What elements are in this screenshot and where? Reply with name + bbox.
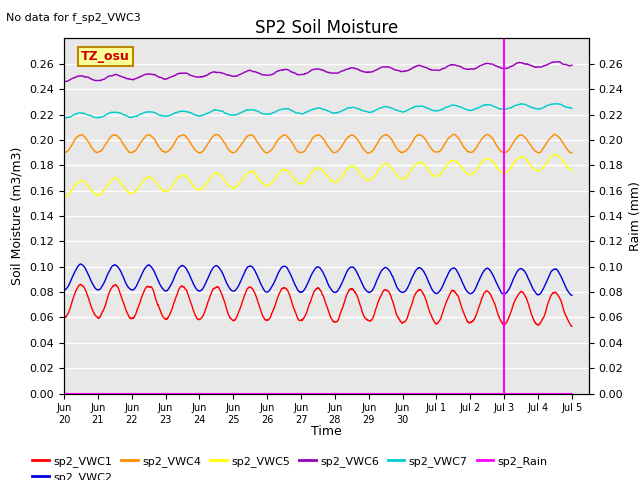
Text: TZ_osu: TZ_osu (81, 50, 130, 63)
X-axis label: Time: Time (311, 425, 342, 438)
Legend: sp2_VWC1, sp2_VWC2, sp2_VWC4, sp2_VWC5, sp2_VWC6, sp2_VWC7, sp2_Rain: sp2_VWC1, sp2_VWC2, sp2_VWC4, sp2_VWC5, … (28, 451, 552, 480)
Title: SP2 Soil Moisture: SP2 Soil Moisture (255, 19, 398, 37)
Y-axis label: Raim (mm): Raim (mm) (629, 181, 640, 251)
Y-axis label: Soil Moisture (m3/m3): Soil Moisture (m3/m3) (11, 147, 24, 285)
Text: No data for f_sp2_VWC3: No data for f_sp2_VWC3 (6, 12, 141, 23)
